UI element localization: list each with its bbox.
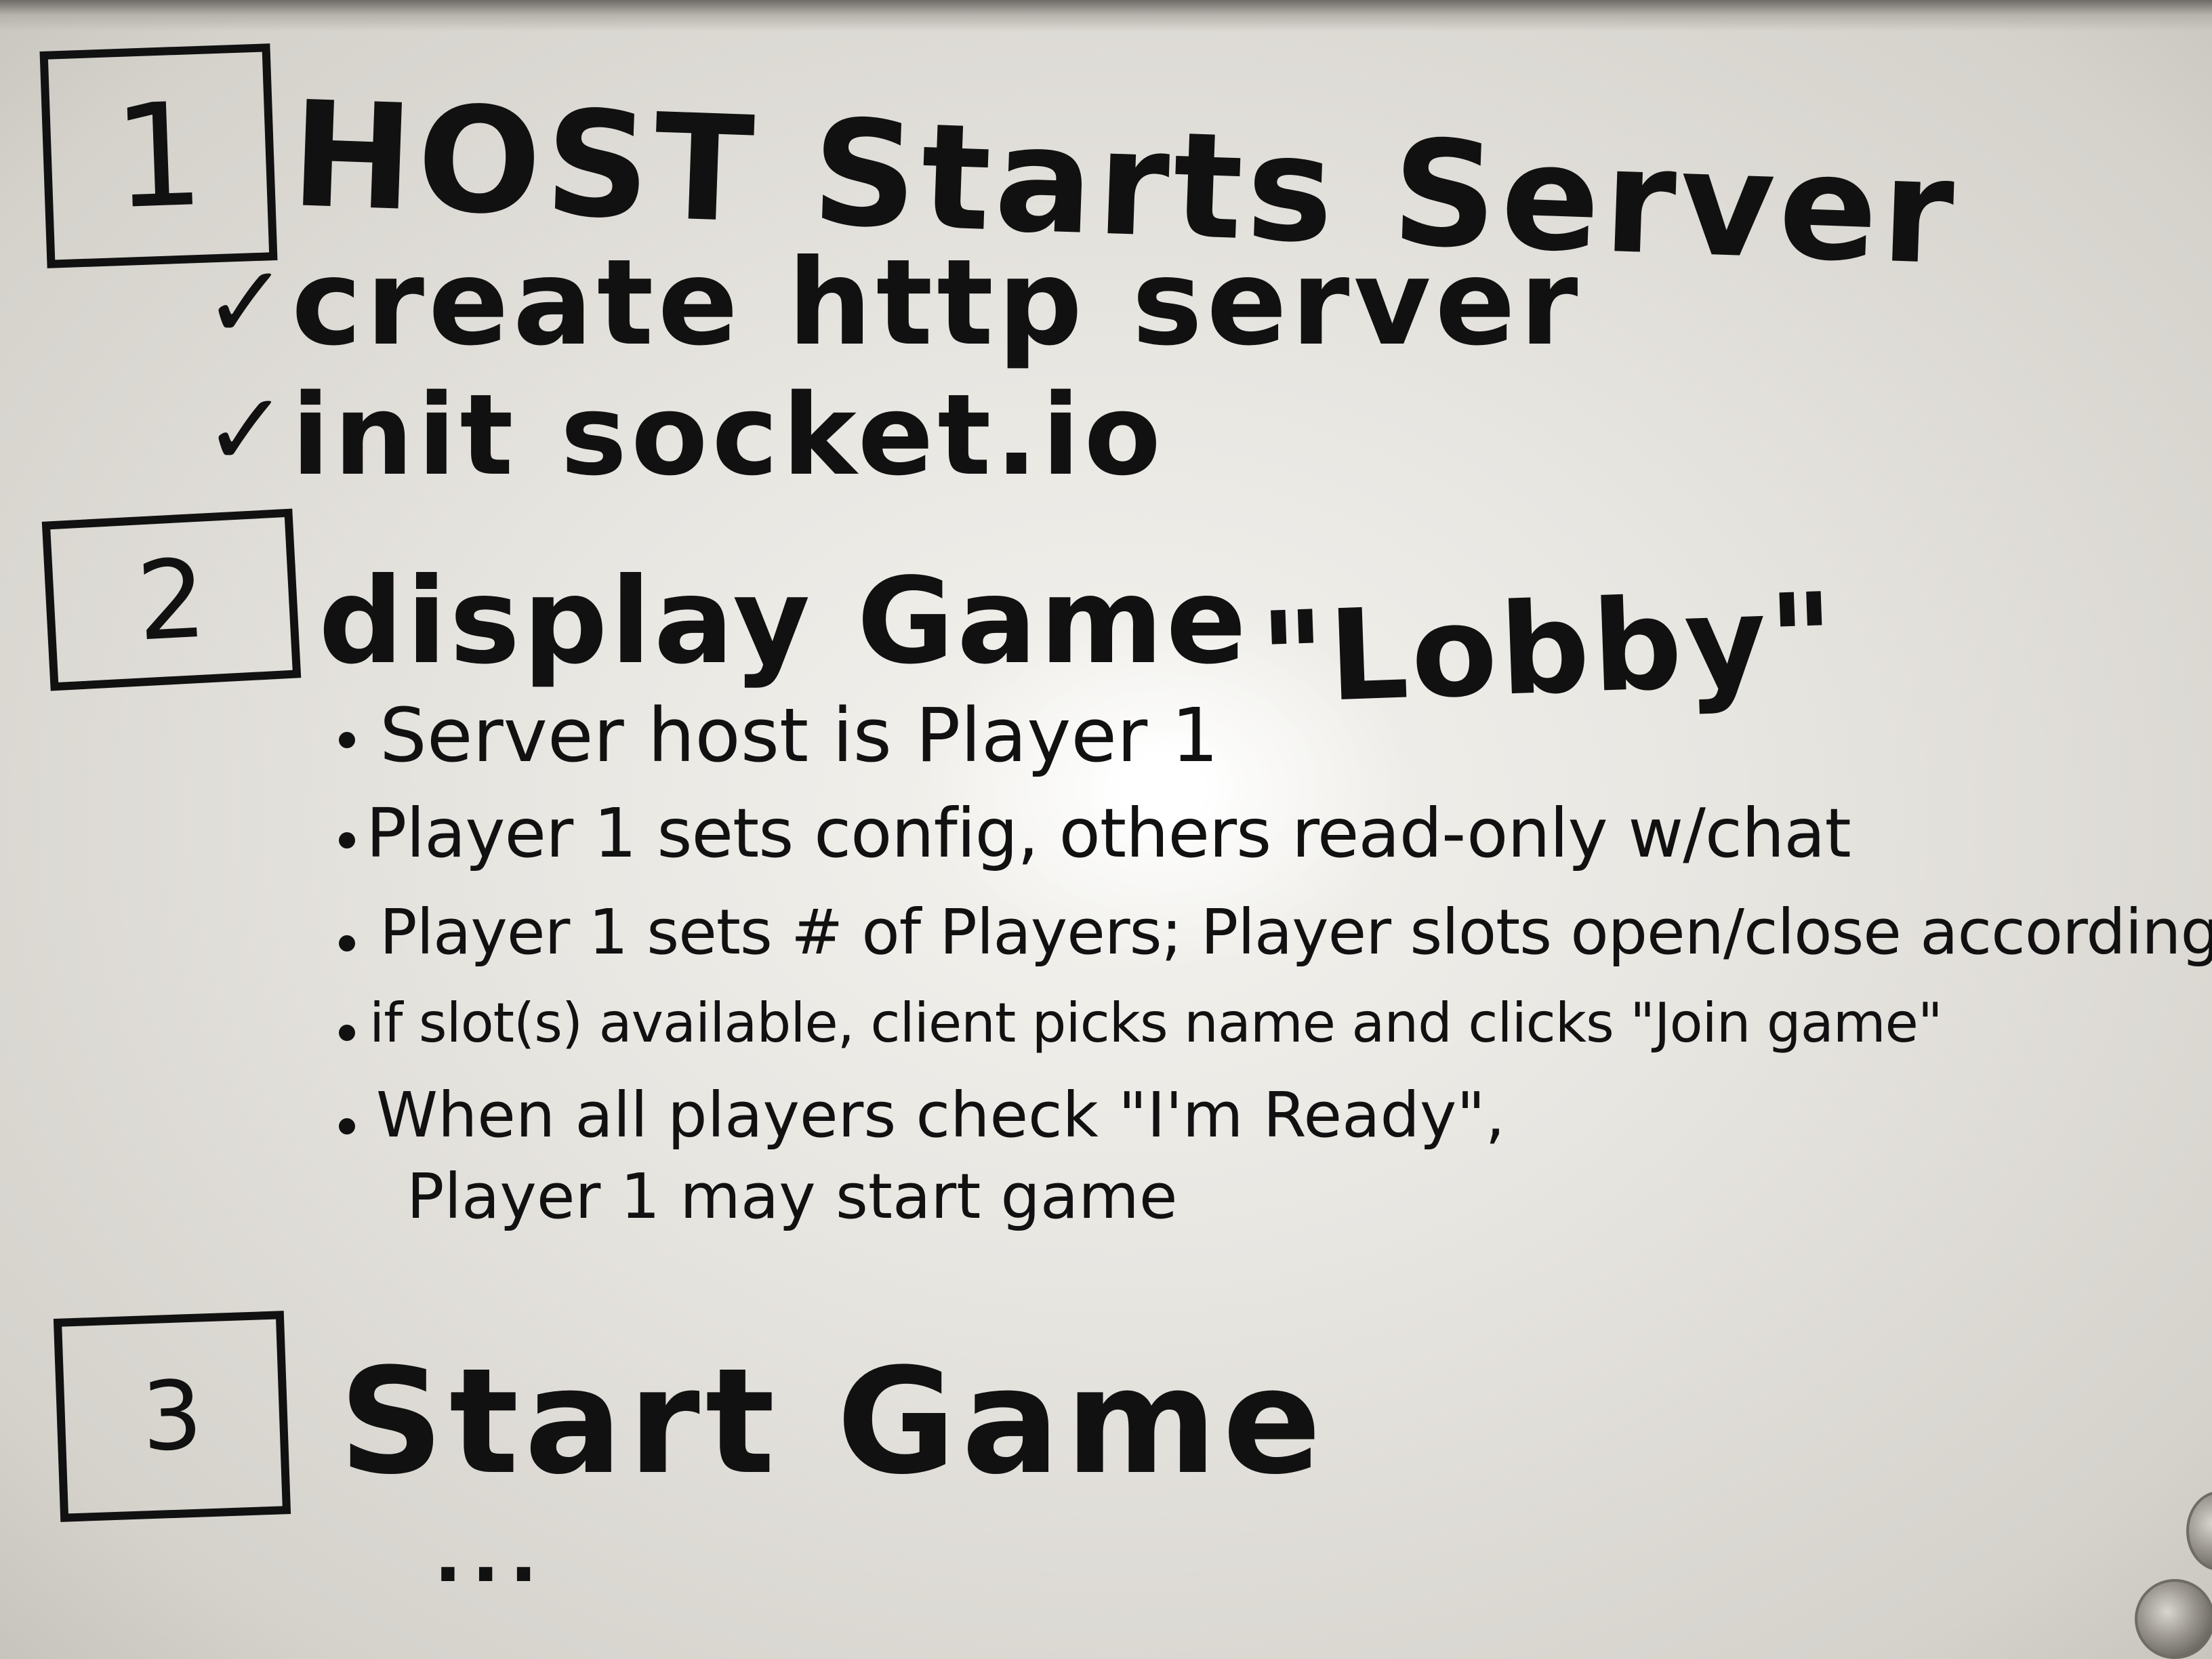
step-2-heading-lobby: "Lobby": [1258, 565, 1840, 732]
step-1-item-init-socket-io: init socket.io: [291, 370, 1165, 500]
bullet-icon: [339, 832, 355, 848]
step-3-ellipsis: ...: [434, 1512, 548, 1599]
step-3-number: 3: [140, 1359, 205, 1473]
step-2-bullet: Player 1 sets # of Players; Player slots…: [380, 896, 2212, 968]
light-glare: [1084, 725, 1240, 854]
bullet-icon: [339, 935, 355, 951]
step-2-number: 2: [134, 534, 209, 665]
magnet-icon: [2135, 1579, 2212, 1659]
step-2-bullet: Server host is Player 1: [380, 692, 1219, 779]
step-1-number-box: 1: [39, 43, 278, 268]
step-2-bullet: When all players check "I'm Ready",: [376, 1079, 1505, 1151]
step-2-bullet: Player 1 sets config, others read-only w…: [366, 794, 1851, 873]
bullet-icon: [339, 732, 355, 748]
whiteboard-frame-edge: [0, 0, 2212, 31]
step-3-heading: Start Game: [339, 1336, 1327, 1507]
step-1-item-create-http-server: create http server: [291, 234, 1582, 372]
step-1-number: 1: [110, 71, 207, 241]
step-3-number-box: 3: [53, 1311, 291, 1522]
step-2-heading: display Game: [319, 553, 1250, 691]
step-2-bullet-continuation: Player 1 may start game: [407, 1160, 1178, 1233]
magnet-icon: [2186, 1491, 2212, 1571]
checkmark-icon: ✓: [203, 371, 289, 489]
step-2-number-box: 2: [41, 508, 302, 691]
checkmark-icon: ✓: [203, 244, 289, 362]
bullet-icon: [339, 1025, 355, 1041]
step-2-bullet: if slot(s) available, client picks name …: [369, 991, 1943, 1054]
bullet-icon: [339, 1118, 355, 1134]
